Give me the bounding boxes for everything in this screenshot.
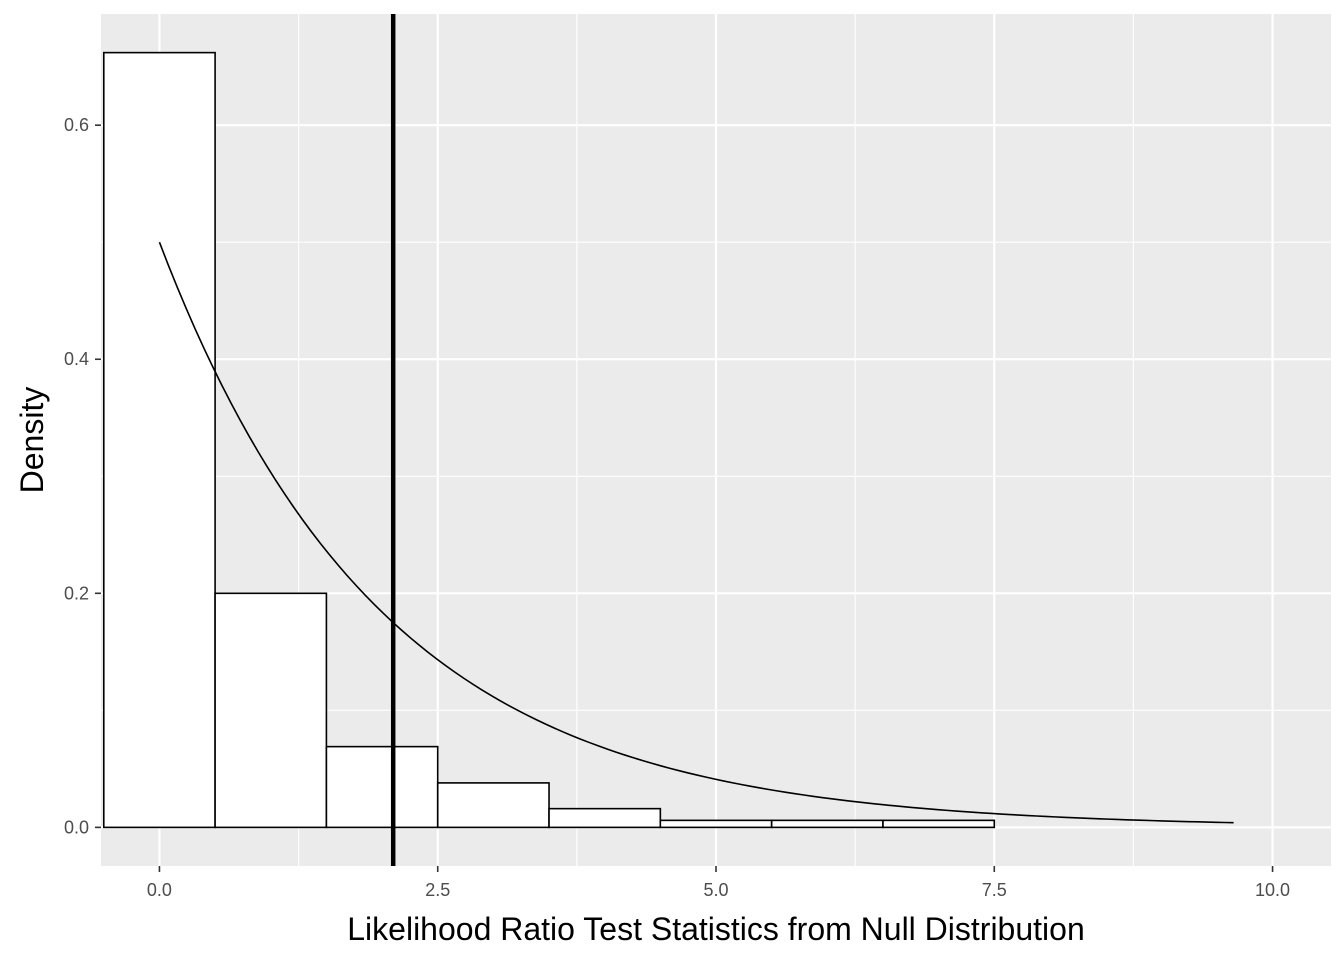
x-tick-label: 5.0 (703, 880, 728, 900)
y-tick-label: 0.0 (64, 817, 89, 837)
x-tick-label: 0.0 (147, 880, 172, 900)
histogram-bar (659, 819, 773, 829)
y-tick-label: 0.4 (64, 349, 89, 369)
histogram-bar (102, 51, 216, 829)
y-axis-ticks: 0.0 0.2 0.4 0.6 (64, 115, 101, 837)
histogram-bar (214, 592, 328, 829)
histogram-bar (770, 819, 884, 829)
x-tick-label: 10.0 (1255, 880, 1290, 900)
histogram-bars (102, 51, 996, 829)
histogram-bar (436, 782, 550, 829)
x-axis-ticks: 0.0 2.5 5.0 7.5 10.0 (147, 866, 1290, 900)
y-axis-title: Density (14, 387, 50, 494)
x-tick-label: 2.5 (425, 880, 450, 900)
histogram-bar (325, 745, 439, 829)
y-tick-label: 0.2 (64, 583, 89, 603)
histogram-bar (548, 807, 662, 829)
x-tick-label: 7.5 (982, 880, 1007, 900)
x-axis-title: Likelihood Ratio Test Statistics from Nu… (347, 911, 1084, 947)
y-tick-label: 0.6 (64, 115, 89, 135)
density-curve (158, 241, 1234, 824)
histogram-bar (882, 819, 996, 829)
